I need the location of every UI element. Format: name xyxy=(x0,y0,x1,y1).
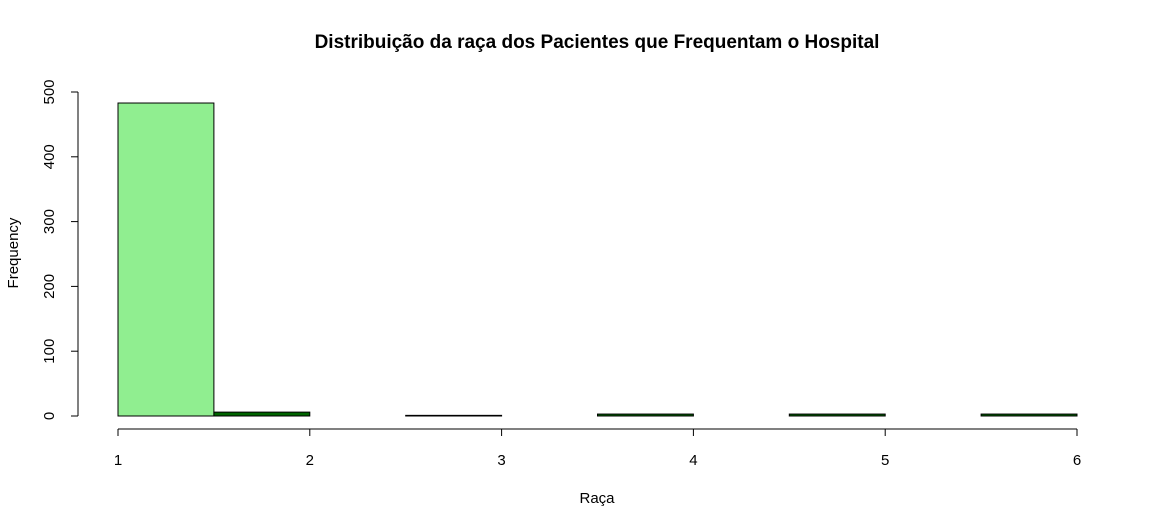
bar-1-1.5 xyxy=(117,102,215,417)
x-tick-label: 2 xyxy=(306,452,314,469)
y-tick-label: 400 xyxy=(41,144,58,169)
y-tick-label: 500 xyxy=(41,79,58,104)
bar-3.5-4 xyxy=(597,413,694,417)
bars-group xyxy=(117,102,1078,417)
chart-title: Distribuição da raça dos Pacientes que F… xyxy=(315,32,880,53)
x-axis: 1 2 3 4 5 6 xyxy=(114,428,1081,469)
x-axis-label: Raça xyxy=(579,490,615,507)
bar-2.5-3 xyxy=(405,414,503,417)
bar-4.5-5 xyxy=(788,413,886,417)
y-tick-label: 300 xyxy=(41,209,58,234)
y-tick-label: 100 xyxy=(41,339,58,364)
y-axis-label: Frequency xyxy=(5,217,22,288)
x-tick-label: 1 xyxy=(114,452,122,469)
bar-1.5-2 xyxy=(213,411,311,417)
x-tick-label: 5 xyxy=(881,452,889,469)
x-tick-label: 4 xyxy=(689,452,697,469)
x-tick-label: 6 xyxy=(1073,452,1081,469)
bar-5.5-6 xyxy=(980,413,1078,417)
x-tick-label: 3 xyxy=(497,452,505,469)
y-tick-label: 0 xyxy=(41,412,58,420)
y-axis: 0 100 200 300 400 500 xyxy=(41,79,79,420)
y-tick-label: 200 xyxy=(41,274,58,299)
